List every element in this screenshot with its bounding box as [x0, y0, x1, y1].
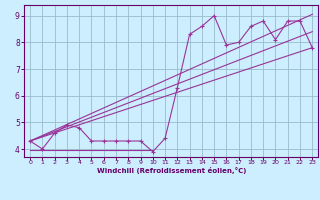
- X-axis label: Windchill (Refroidissement éolien,°C): Windchill (Refroidissement éolien,°C): [97, 167, 246, 174]
